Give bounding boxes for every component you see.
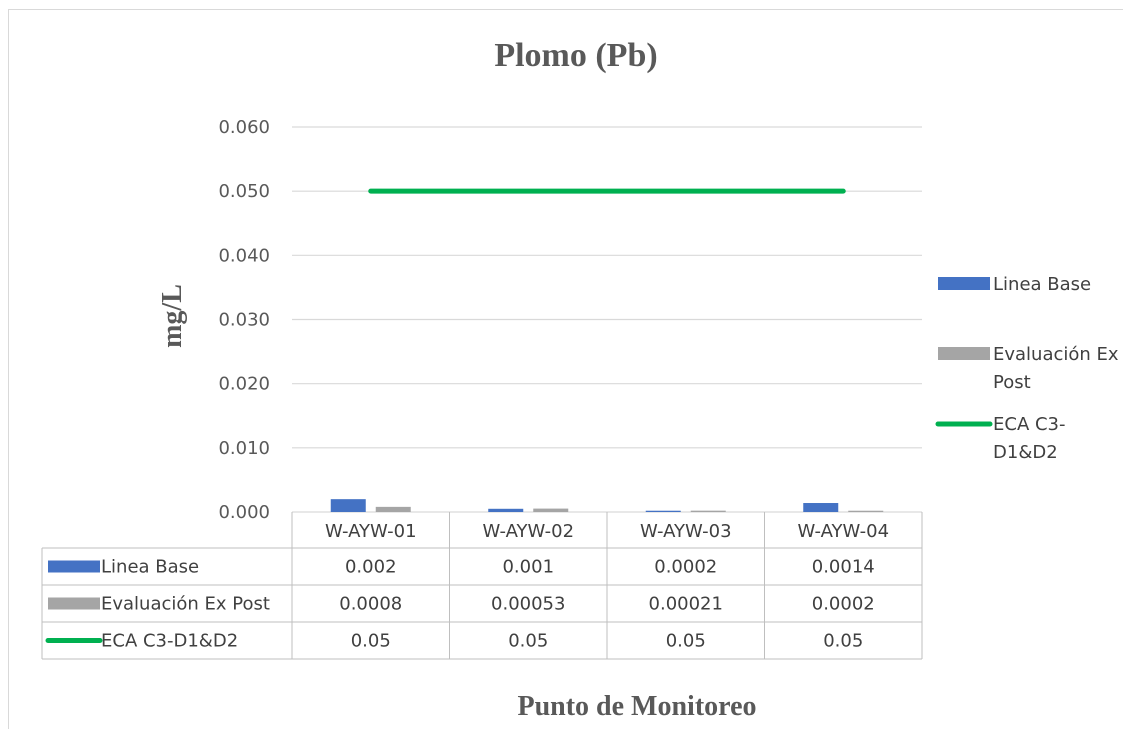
bar	[848, 511, 883, 512]
y-tick-label: 0.020	[218, 374, 270, 395]
table-legend-key	[48, 561, 100, 573]
table-cell: 0.001	[502, 557, 554, 578]
data-table: W-AYW-01 W-AYW-02 W-AYW-03 W-AYW-04 Linea Ba…	[42, 512, 922, 659]
bar	[488, 509, 523, 512]
table-cell: 0.0002	[812, 594, 875, 615]
bar	[691, 511, 726, 512]
y-tick-label: 0.000	[218, 502, 270, 523]
y-axis-title: mg/L	[157, 284, 188, 348]
y-tick-label: 0.040	[218, 245, 270, 266]
legend-label: Post	[993, 372, 1031, 393]
table-series-label: Evaluación Ex Post	[101, 594, 270, 615]
table-cell: 0.05	[351, 631, 391, 652]
table-cell: 0.0014	[812, 557, 875, 578]
bar	[533, 509, 568, 512]
legend-label: Evaluación Ex	[993, 344, 1119, 365]
table-cell: 0.0008	[339, 594, 402, 615]
table-cell: 0.00053	[491, 594, 565, 615]
bar	[646, 511, 681, 512]
y-tick-label: 0.010	[218, 438, 270, 459]
bar	[331, 499, 366, 512]
gridlines	[292, 127, 922, 512]
table-cell: 0.05	[666, 631, 706, 652]
legend-key	[938, 347, 990, 360]
table-cell: 0.0002	[654, 557, 717, 578]
table-category-label: W-AYW-03	[640, 521, 732, 542]
table-cell: 0.00021	[649, 594, 723, 615]
y-tick-label: 0.060	[218, 117, 270, 138]
y-tick-label: 0.050	[218, 181, 270, 202]
y-tick-label: 0.030	[218, 310, 270, 331]
table-category-label: W-AYW-04	[797, 521, 889, 542]
legend-label: Linea Base	[993, 274, 1091, 295]
table-legend-key	[48, 598, 100, 610]
table-cell: 0.05	[508, 631, 548, 652]
table-category-label: W-AYW-01	[325, 521, 417, 542]
y-axis-ticks: 0.000 0.010 0.020 0.030 0.040 0.050 0.060	[218, 117, 270, 523]
bar	[803, 503, 838, 512]
legend-label: ECA C3-	[993, 414, 1066, 435]
table-category-label: W-AYW-02	[482, 521, 574, 542]
bars	[331, 499, 884, 512]
table-series-label: Linea Base	[101, 557, 199, 578]
table-cell: 0.002	[345, 557, 397, 578]
chart-title: Plomo (Pb)	[494, 37, 657, 74]
legend-key	[938, 277, 990, 290]
legend: Linea Base Evaluación Ex Post ECA C3- D1&D2	[938, 274, 1119, 463]
x-axis-title: Punto de Monitoreo	[517, 691, 756, 722]
bar	[376, 507, 411, 512]
table-cell: 0.05	[823, 631, 863, 652]
legend-label: D1&D2	[993, 442, 1058, 463]
table-series-label: ECA C3-D1&D2	[101, 631, 238, 652]
